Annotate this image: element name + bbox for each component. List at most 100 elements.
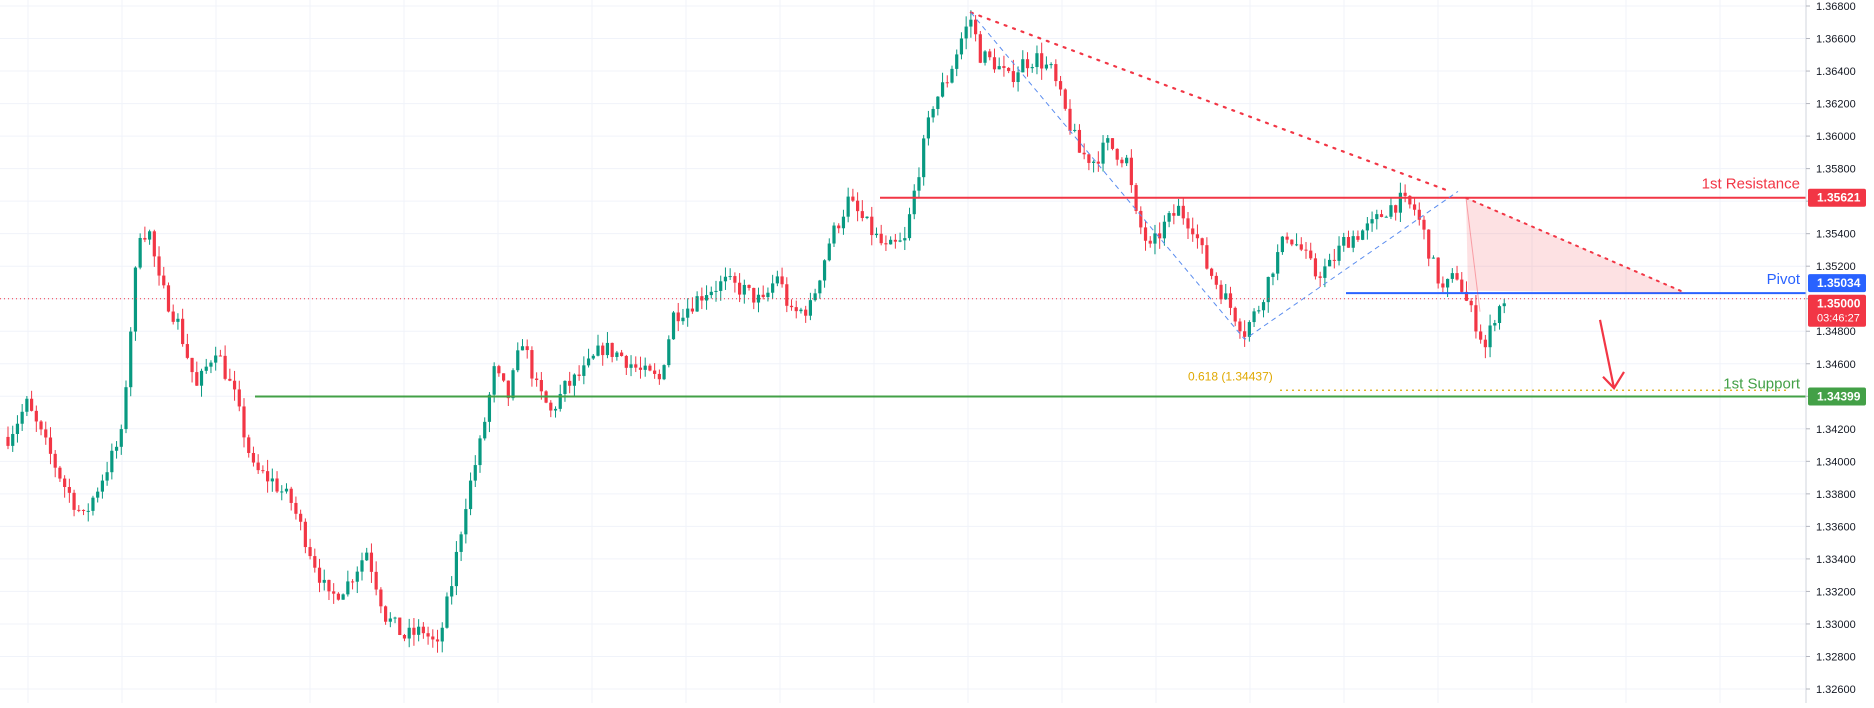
candle-body xyxy=(1431,257,1436,259)
candle-body xyxy=(1233,307,1237,322)
candle-body xyxy=(105,472,109,481)
candle-body xyxy=(950,68,954,83)
candle-body xyxy=(1115,148,1119,160)
axis-tick-label: 1.33200 xyxy=(1816,586,1856,598)
candle-body xyxy=(185,344,189,358)
candle-body xyxy=(289,488,293,503)
candle-body xyxy=(440,627,444,642)
candle-body xyxy=(940,82,945,97)
candle-body xyxy=(1356,236,1360,240)
candle-body xyxy=(586,358,591,366)
candle-body xyxy=(525,346,529,351)
candle-body xyxy=(129,331,133,388)
candle-body xyxy=(643,365,647,370)
axis-tick-label: 1.33000 xyxy=(1816,619,1856,631)
last-price-tag: 1.35000 03:46:27 xyxy=(1808,294,1866,327)
candle-body xyxy=(907,214,912,239)
candle-body xyxy=(478,438,482,466)
candle-body xyxy=(1101,142,1105,164)
candle-body xyxy=(162,275,166,286)
candle-body xyxy=(388,618,392,622)
candle-body xyxy=(506,380,510,399)
candle-body xyxy=(1243,331,1247,337)
candle-body xyxy=(1408,195,1412,205)
candle-body xyxy=(53,453,57,468)
candle-body xyxy=(1002,66,1006,68)
candle-body xyxy=(81,509,86,511)
candle-body xyxy=(634,364,638,368)
candle-body xyxy=(237,389,241,407)
candle-body xyxy=(709,291,713,296)
candle-body xyxy=(676,312,680,322)
candle-body xyxy=(1313,258,1318,277)
candle-body xyxy=(497,366,501,374)
candle-body xyxy=(785,284,789,306)
candle-body xyxy=(563,380,567,394)
candle-body xyxy=(591,355,595,359)
candle-body xyxy=(1394,205,1398,213)
candle-body xyxy=(955,54,959,69)
candle-body xyxy=(294,502,298,514)
price-axis: 1.32600 1.32800 1.33000 1.33200 1.33400 1.336… xyxy=(1805,0,1856,703)
candle-body xyxy=(218,355,222,357)
candle-body xyxy=(572,374,576,386)
descending-trendline xyxy=(969,11,1452,193)
candle-body xyxy=(412,627,416,635)
candle-body xyxy=(459,534,463,552)
candle-body xyxy=(818,280,822,294)
candle-body xyxy=(1497,306,1502,324)
candle-body xyxy=(917,177,921,191)
candle-body xyxy=(690,308,694,312)
candle-body xyxy=(393,617,397,619)
candle-body xyxy=(251,452,256,463)
candle-body xyxy=(856,200,860,212)
axis-tick-label: 1.35200 xyxy=(1816,261,1856,273)
candle-body xyxy=(1247,322,1251,337)
candle-body xyxy=(369,552,374,572)
candle-body xyxy=(629,364,633,368)
pivot-price-text: 1.35034 xyxy=(1817,276,1861,290)
candle-body xyxy=(837,225,841,229)
candle-body xyxy=(355,571,359,582)
candle-body xyxy=(969,19,973,27)
candle-body xyxy=(808,300,812,316)
candle-body xyxy=(1058,81,1063,90)
candle-body xyxy=(209,362,213,367)
axis-tick-label: 1.34800 xyxy=(1816,326,1856,338)
candle-body xyxy=(445,596,449,628)
candle-body xyxy=(374,571,378,590)
candle-body xyxy=(1139,210,1143,228)
candles xyxy=(6,10,1506,653)
candle-body xyxy=(1285,236,1289,240)
candle-body xyxy=(487,394,492,422)
candle-body xyxy=(317,567,322,583)
candle-body xyxy=(341,594,345,600)
candle-body xyxy=(756,294,761,303)
candle-body xyxy=(893,239,897,242)
candle-body xyxy=(138,237,142,268)
candle-body xyxy=(91,497,95,511)
candle-body xyxy=(1389,205,1393,217)
resistance-label: 1st Resistance xyxy=(1702,176,1800,193)
candle-body xyxy=(284,488,289,492)
candle-body xyxy=(945,82,949,84)
candle-body xyxy=(1280,236,1284,253)
candle-body xyxy=(39,421,43,430)
candle-body xyxy=(1375,214,1379,220)
candle-body xyxy=(1299,244,1303,250)
gridlines xyxy=(0,0,1806,703)
candle-body xyxy=(988,51,992,58)
candle-body xyxy=(379,589,383,607)
candle-body xyxy=(1332,259,1336,261)
candle-body xyxy=(1483,339,1487,348)
countdown-text: 03:46:27 xyxy=(1817,313,1860,325)
candle-body xyxy=(1370,219,1374,224)
candle-body xyxy=(492,366,496,395)
candle-body xyxy=(1266,276,1270,303)
candle-body xyxy=(1502,303,1506,307)
candle-body xyxy=(299,513,303,522)
candle-body xyxy=(1493,323,1497,326)
candle-body xyxy=(638,367,643,370)
candle-body xyxy=(1271,273,1275,277)
